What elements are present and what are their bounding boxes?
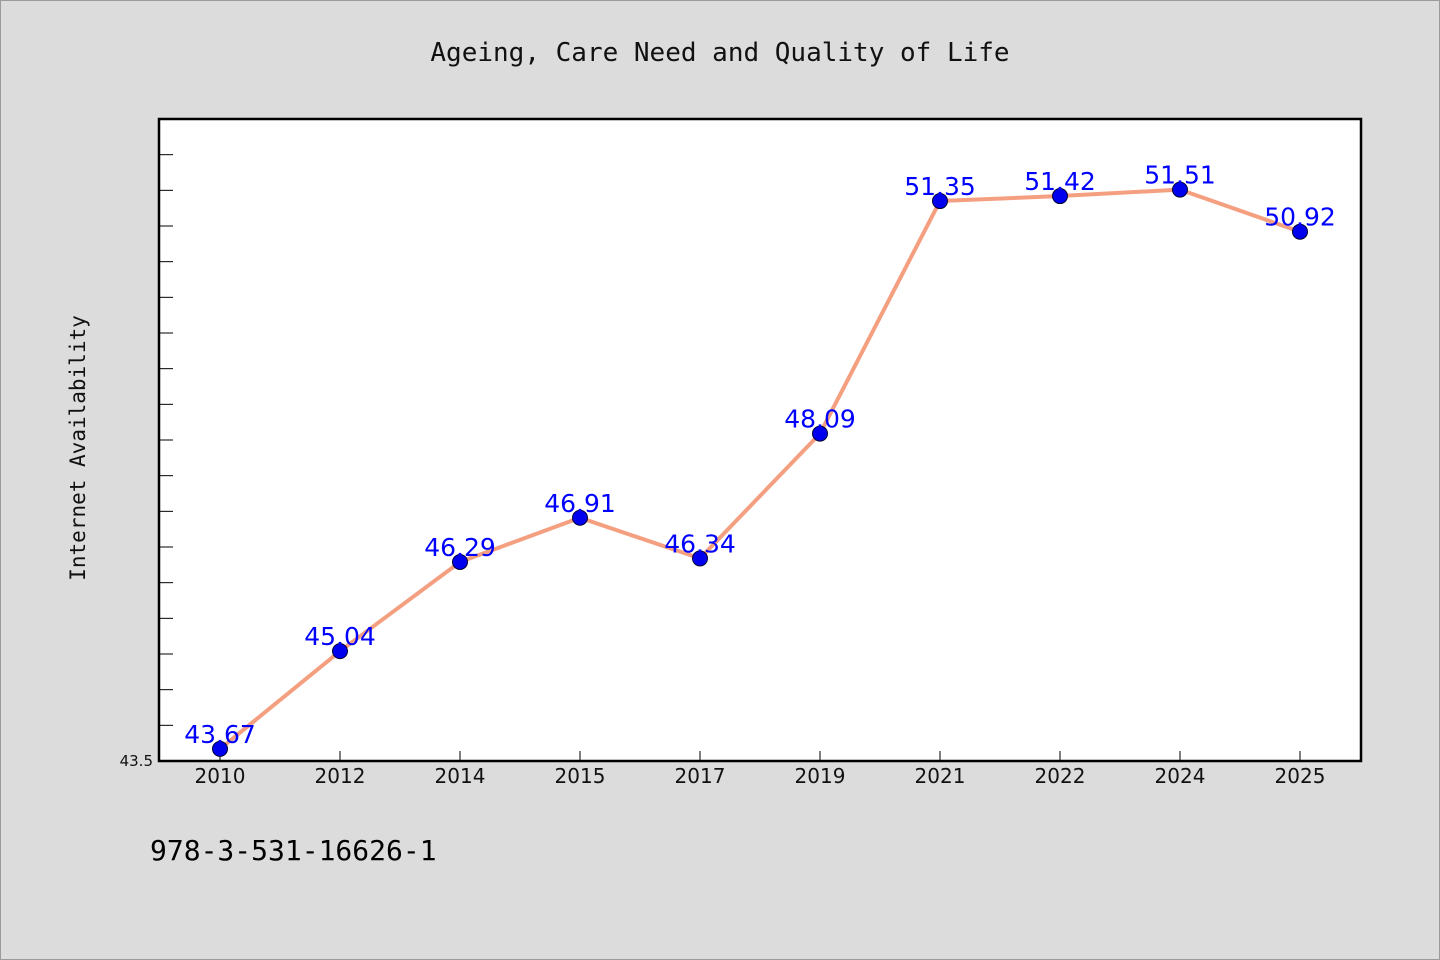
x-tick-label: 2014 <box>435 764 486 788</box>
data-point <box>572 509 588 526</box>
data-label: 43.67 <box>184 720 256 749</box>
x-tick-label: 2015 <box>555 764 606 788</box>
y-axis-ticks <box>159 154 173 726</box>
data-label: 50.92 <box>1264 203 1336 232</box>
data-label: 46.91 <box>544 489 616 518</box>
x-tick-label: 2022 <box>1035 764 1086 788</box>
data-point <box>332 643 348 660</box>
data-label: 48.09 <box>784 405 856 434</box>
data-label: 51.42 <box>1024 167 1096 196</box>
data-point <box>1292 223 1308 240</box>
series-layer: 43.67 45.04 46.29 46.91 46.34 48.09 51.35 51.42… <box>184 161 1336 757</box>
data-point <box>212 740 228 757</box>
x-tick-label: 2019 <box>795 764 846 788</box>
data-label: 46.29 <box>424 533 496 562</box>
chart-title: Ageing, Care Need and Quality of Life <box>430 38 1009 68</box>
x-tick-label: 2012 <box>315 764 366 788</box>
data-label: 51.51 <box>1144 161 1216 190</box>
x-tick-label: 2017 <box>675 764 726 788</box>
data-label: 51.35 <box>904 172 976 201</box>
x-tick-label: 2021 <box>915 764 966 788</box>
data-label: 46.34 <box>664 529 736 558</box>
x-tick-label: 2025 <box>1275 764 1326 788</box>
data-point <box>452 553 468 570</box>
data-point <box>692 550 708 567</box>
series-line <box>218 187 1302 751</box>
y-axis-label: Internet Availability <box>66 315 90 581</box>
isbn-footer: 978-3-531-16626-1 <box>150 834 437 867</box>
x-axis: 2010 2012 2014 2015 2017 2019 2021 2022 2024 2025 <box>195 751 1326 788</box>
x-tick-label: 2024 <box>1155 764 1206 788</box>
plot-area <box>157 117 1363 763</box>
data-label: 45.04 <box>304 622 376 651</box>
data-point <box>932 193 948 210</box>
y-tick-label-min: 43.5 <box>120 752 153 770</box>
data-point <box>812 425 828 442</box>
data-point <box>1052 188 1068 205</box>
data-point <box>1172 181 1188 198</box>
x-tick-label: 2010 <box>195 764 246 788</box>
